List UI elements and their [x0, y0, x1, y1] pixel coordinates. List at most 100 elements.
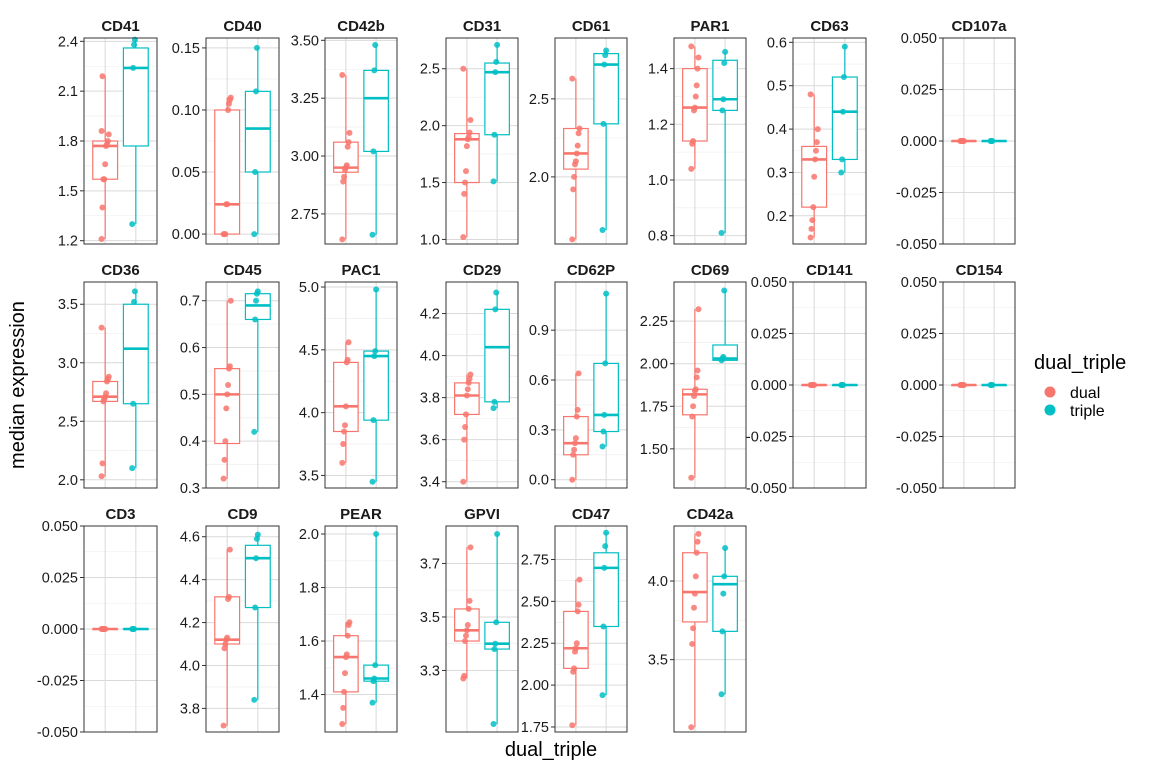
legend-key-triple [1044, 404, 1056, 416]
points-triple [599, 47, 610, 233]
y-tick-label: 3.00 [291, 149, 319, 165]
data-point [603, 47, 610, 54]
y-tick-label: 3.5 [420, 610, 440, 626]
y-tick-label: 3.5 [648, 653, 668, 669]
box-iqr [484, 308, 510, 403]
y-axis: 0.8 1.0 1.2 1.4 [648, 62, 674, 245]
data-point [491, 131, 498, 138]
data-point [569, 476, 576, 483]
data-point [460, 65, 467, 72]
data-point [341, 670, 348, 677]
facet-panels: CD411.21.51.82.12.4CD400.000.050.100.15C… [37, 18, 1016, 741]
data-point [601, 564, 608, 571]
data-point [220, 722, 227, 729]
data-point [811, 382, 818, 388]
data-point [464, 621, 471, 628]
data-point [345, 339, 352, 346]
y-tick-label: 0.6 [180, 341, 200, 357]
y-axis: 0.3 0.4 0.5 0.6 0.7 [180, 294, 206, 497]
y-axis: -0.050 -0.025 0.000 0.025 0.050 [896, 31, 943, 253]
data-point [253, 297, 260, 304]
data-point [603, 529, 610, 536]
box-iqr [122, 303, 149, 405]
panel-border [792, 37, 867, 245]
box-triple [831, 43, 858, 176]
panel-cd36: CD36 2.0 2.5 3.0 3.5 [58, 262, 158, 489]
y-tick-label: 0.000 [901, 134, 937, 150]
panel-cd29: CD29 3.4 3.6 3.8 4.0 4.2 [420, 262, 519, 491]
box-iqr [682, 552, 708, 623]
box-iqr [244, 544, 271, 609]
data-point [569, 236, 576, 243]
points-dual [220, 297, 234, 482]
box-triple [712, 545, 738, 698]
data-point [600, 428, 607, 435]
data-point [573, 640, 580, 647]
box-dual [214, 94, 241, 238]
y-tick-label: 3.50 [291, 33, 319, 49]
y-tick-label: 0.3 [767, 165, 787, 181]
data-point [340, 441, 347, 448]
y-tick-label: 0.025 [901, 327, 937, 343]
points-triple [838, 382, 847, 388]
data-point [492, 69, 499, 76]
points-dual [569, 576, 583, 729]
box-dual [563, 576, 589, 729]
points-triple [251, 44, 260, 238]
data-point [811, 173, 818, 180]
data-point [252, 169, 259, 176]
points-dual [98, 324, 112, 480]
y-tick-label: 2.75 [521, 552, 549, 568]
legend-title: dual_triple [1034, 352, 1126, 374]
y-tick-label: 3.8 [180, 701, 200, 717]
box-dual [682, 530, 708, 731]
y-tick-label: 0.000 [751, 378, 787, 394]
data-point [688, 165, 695, 172]
panel-border [554, 281, 628, 489]
data-point [222, 231, 229, 238]
data-point [226, 546, 233, 553]
y-tick-label: 4.0 [299, 406, 319, 422]
data-point [101, 176, 108, 183]
box-dual [92, 73, 119, 243]
panel-cd45: CD45 0.3 0.4 0.5 0.6 0.7 [180, 262, 280, 497]
y-tick-label: -0.025 [37, 674, 78, 690]
data-point [372, 662, 379, 669]
data-point [344, 356, 351, 363]
points-triple [369, 41, 379, 238]
legend-label-dual: dual [1070, 385, 1100, 402]
points-dual [98, 73, 112, 243]
y-tick-label: -0.025 [896, 186, 937, 202]
points-triple [369, 531, 380, 706]
data-point [251, 696, 258, 703]
panel-cd31: CD31 1.0 1.5 2.0 2.5 [420, 18, 519, 248]
box-dual [333, 619, 359, 727]
data-point [340, 704, 347, 711]
box-dual [214, 546, 241, 729]
panel-cd3: CD3 -0.050 -0.025 0.000 0.025 0.050 [37, 506, 158, 741]
panel-border [554, 37, 628, 245]
data-point [601, 61, 608, 68]
points-triple [251, 288, 261, 435]
data-point [720, 353, 727, 360]
y-tick-label: 2.5 [420, 62, 440, 78]
y-tick-label: 1.8 [299, 581, 319, 597]
box-dual [801, 91, 828, 241]
panel-title: PAC1 [342, 262, 381, 279]
data-point [339, 459, 346, 466]
points-triple [838, 43, 848, 176]
box-triple [981, 382, 1007, 388]
panel-border [554, 525, 628, 733]
data-point [370, 148, 377, 155]
data-point [225, 106, 232, 113]
data-point [720, 96, 727, 103]
panel-border [792, 281, 867, 489]
y-tick-label: 3.6 [420, 433, 440, 449]
y-tick-label: 1.0 [420, 232, 440, 248]
data-point [463, 392, 470, 399]
data-point [574, 406, 581, 413]
points-triple [987, 382, 996, 388]
data-point [460, 234, 467, 241]
panel-cd69: CD69 1.50 1.75 2.00 2.25 [640, 262, 747, 489]
data-point [98, 236, 105, 243]
